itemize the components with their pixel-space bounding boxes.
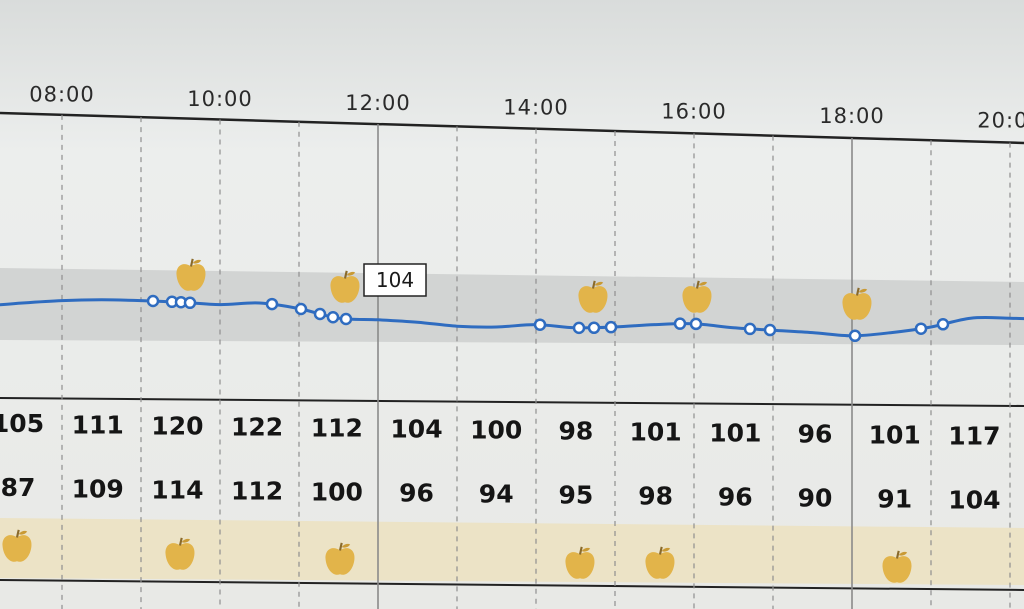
table-cell: 117 [948,422,1000,451]
reading-dot [533,318,547,331]
reading-dot [936,318,950,331]
reading-dot [572,321,586,335]
table-cell: 90 [798,484,833,513]
top-rule [0,111,1024,145]
reading-dot [313,307,327,321]
table-cell: 111 [72,410,124,439]
table-cell: 87 [1,473,36,502]
reading-dot [673,317,687,330]
table-cell: 112 [311,413,363,442]
table-cell: 96 [718,483,753,512]
table-cell: 105 [0,409,44,438]
table-cell: 109 [72,474,124,503]
x-tick-label: 12:00 [345,91,411,115]
grid [61,114,1011,609]
x-tick-label: 16:00 [661,100,727,124]
x-tick-label: 14:00 [503,95,569,119]
reading-dot [604,320,618,334]
table-cell: 96 [798,420,833,449]
reading-dot [848,329,862,343]
meal-band [0,518,1024,585]
x-tick-label: 20:00 [977,108,1024,132]
table-cell: 96 [399,478,434,507]
glucose-line [0,298,1024,338]
table-cell: 104 [948,486,1000,515]
table-cell: 101 [709,419,761,448]
x-tick-label: 18:00 [819,104,885,128]
table-cell: 94 [479,479,514,508]
plot: 104 [0,263,1024,343]
reading-dot [183,296,197,310]
table-cell: 100 [470,415,522,444]
table-cell: 104 [390,414,442,443]
reading-dot [914,322,928,335]
reading-dot [265,297,279,311]
x-tick-label: 10:00 [187,87,253,111]
table-cell: 122 [231,412,283,441]
reading-dot [587,321,601,335]
reading-dot [743,322,757,336]
table-cell: 98 [559,416,594,445]
table-cell: 98 [638,482,673,511]
reading-dot [326,310,340,324]
table-rule [0,397,1024,407]
table-cell: 120 [151,411,203,440]
table-cell: 112 [231,476,283,505]
annotation-box [363,263,427,297]
reading-dot [146,294,160,308]
reading-dot [339,312,353,326]
table-cell: 95 [559,480,594,509]
table-cell: 100 [311,477,363,506]
table-cell: 101 [630,418,682,447]
table-cell: 101 [869,421,921,450]
table-cell: 114 [151,475,203,504]
reading-dot [689,317,703,331]
annotation-label: 104 [376,268,414,292]
bottom-rule [0,579,1024,591]
reading-dot [763,323,777,337]
x-tick-label: 08:00 [29,83,95,107]
table-cell: 91 [877,485,912,514]
reading-dot [294,302,308,316]
